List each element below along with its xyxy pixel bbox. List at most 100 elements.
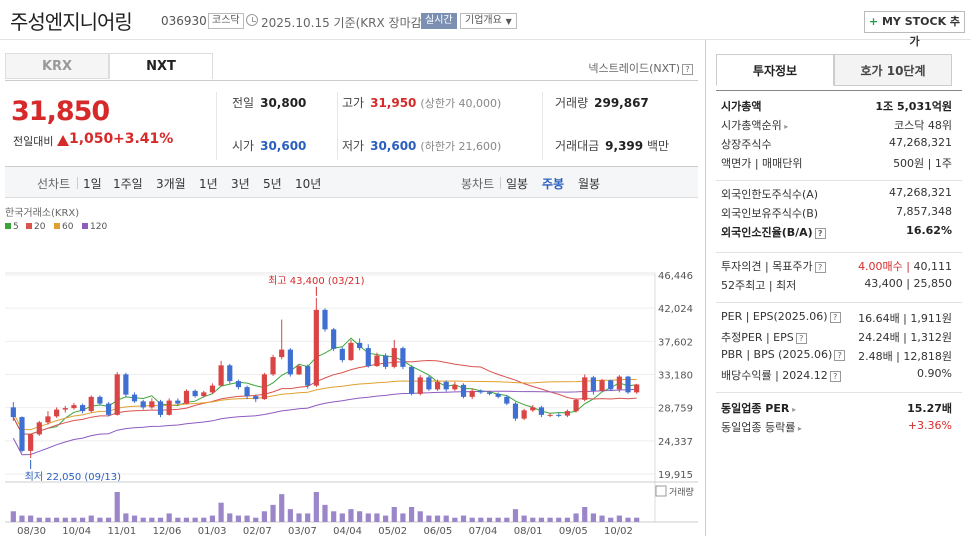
tab-krx[interactable]: KRX — [5, 53, 109, 79]
help-icon[interactable]: ? — [829, 370, 841, 382]
volume-bar — [88, 515, 94, 522]
candle-body — [28, 434, 34, 451]
info-row[interactable]: 시가총액순위 ▸ 코스닥 48위 — [721, 119, 952, 132]
x-tick-label: 12/06 — [153, 526, 182, 536]
help-icon[interactable]: ? — [834, 349, 846, 361]
candle-body — [495, 393, 501, 397]
period-1y[interactable]: 1년 — [199, 177, 218, 191]
volume-bar — [365, 513, 371, 522]
x-tick-label: 09/05 — [559, 526, 588, 536]
period-3y[interactable]: 3년 — [231, 177, 250, 191]
tab-invest-info[interactable]: 투자정보 — [716, 54, 834, 86]
candle-monthly[interactable]: 월봉 — [578, 177, 601, 191]
candle-body — [261, 374, 267, 400]
candle-body — [105, 403, 112, 415]
candle-body — [608, 380, 614, 390]
nxt-link[interactable]: 넥스트레이드(NXT)? — [588, 60, 693, 76]
candle-daily[interactable]: 일봉 — [506, 177, 529, 191]
candle-body — [149, 401, 155, 408]
help-icon[interactable]: ? — [814, 261, 826, 273]
volume-bar — [331, 511, 337, 522]
candle-body — [469, 390, 475, 397]
volume-bar — [634, 517, 640, 522]
candle-body — [365, 348, 371, 367]
volume-bar — [235, 515, 242, 522]
exchange-tabs: KRX NXT — [5, 53, 214, 79]
ma-legend-swatch — [5, 223, 11, 229]
realtime-badge[interactable]: 실시간 — [421, 13, 457, 29]
candle-body — [54, 409, 60, 417]
x-tick-label: 07/04 — [469, 526, 498, 536]
candle-body — [383, 355, 389, 367]
volume-bar — [400, 513, 406, 522]
tab-orderbook[interactable]: 호가 10단계 — [834, 54, 952, 86]
period-1w[interactable]: 1주일 — [113, 177, 143, 191]
candle-body — [460, 384, 467, 397]
ma-legend-swatch — [26, 223, 32, 229]
help-icon[interactable]: ? — [829, 311, 841, 323]
volume-bar — [530, 517, 536, 522]
candle-body — [357, 342, 363, 349]
candle-body — [201, 392, 207, 397]
corp-info-dropdown[interactable]: 기업개요 ▼ — [460, 13, 517, 29]
candle-body — [192, 390, 198, 397]
candle-body — [114, 374, 120, 415]
add-mystock-button[interactable]: + MY STOCK 추가 — [864, 11, 965, 48]
volume-bar — [305, 513, 311, 522]
volume-bar — [97, 517, 103, 522]
x-tick-label: 06/05 — [423, 526, 452, 536]
low-annotation: 최저 22,050 (09/13) — [25, 471, 121, 483]
low-price: 저가 30,600 (하한가 21,600) — [342, 139, 502, 153]
candle-body — [331, 329, 337, 349]
info-row[interactable]: 동일업종 PER ▸ 15.27배 — [721, 402, 952, 415]
line-chart-label[interactable]: 선차트 — [37, 177, 71, 191]
volume-bar — [54, 517, 60, 522]
help-icon[interactable]: ? — [682, 63, 693, 75]
info-row: 외국인소진율(B/A)? 16.62% — [721, 224, 952, 239]
candle-body — [391, 348, 397, 367]
period-10y[interactable]: 10년 — [295, 177, 322, 191]
candle-body — [582, 377, 588, 400]
volume-bar — [538, 517, 545, 522]
period-1d[interactable]: 1일 — [83, 177, 102, 191]
volume-bar — [348, 509, 354, 522]
y-tick-label: 24,337 — [658, 437, 693, 448]
volume-bar — [486, 517, 493, 522]
info-row: PER | EPS(2025.06)? 16.64배 | 1,911원 — [721, 310, 952, 325]
clock-icon — [246, 14, 258, 26]
y-tick-label: 42,024 — [658, 304, 693, 315]
volume-bar — [218, 502, 224, 522]
help-icon[interactable]: ? — [814, 227, 826, 239]
info-row: 배당수익률 | 2024.12? 0.90% — [721, 367, 952, 382]
price-chart[interactable]: 한국거래소(KRX) 5 20 60 120 46,446 42,024 37,602 33,1… — [5, 202, 698, 536]
candle-body — [209, 385, 216, 393]
candle-weekly[interactable]: 주봉 — [542, 177, 565, 191]
period-5y[interactable]: 5년 — [263, 177, 282, 191]
volume-bar — [227, 513, 233, 522]
candle-body — [140, 401, 146, 408]
info-row[interactable]: 동일업종 등락률 ▸ +3.36% — [721, 419, 952, 434]
ma-legend-label: 60 — [62, 222, 74, 232]
stock-name: 주성엔지니어링 — [10, 10, 133, 34]
volume-bar — [460, 515, 467, 522]
candle-body — [400, 348, 406, 367]
candle-body — [478, 390, 484, 393]
ma-line — [12, 337, 637, 435]
candle-body — [538, 407, 545, 415]
candle-body — [530, 407, 536, 411]
volume-bar — [452, 517, 458, 522]
candle-chart-label[interactable]: 봉차트 — [461, 177, 495, 191]
period-3m[interactable]: 3개월 — [156, 177, 186, 191]
volume-bar — [573, 513, 579, 522]
tab-nxt[interactable]: NXT — [109, 53, 213, 79]
stock-code: 036930 — [161, 14, 207, 28]
help-icon[interactable]: ? — [795, 332, 807, 344]
y-tick-label: 46,446 — [658, 271, 693, 282]
candle-body — [227, 365, 233, 382]
info-row: 추정PER | EPS? 24.24배 | 1,312원 — [721, 331, 952, 344]
volume-bar — [183, 517, 190, 522]
candlestick-chart[interactable]: 한국거래소(KRX) 5 20 60 120 46,446 42,024 37,602 33,1… — [5, 202, 698, 536]
volume-bar — [434, 515, 441, 522]
high-price: 고가 31,950 (상한가 40,000) — [342, 96, 502, 110]
volume-bar — [157, 517, 164, 522]
